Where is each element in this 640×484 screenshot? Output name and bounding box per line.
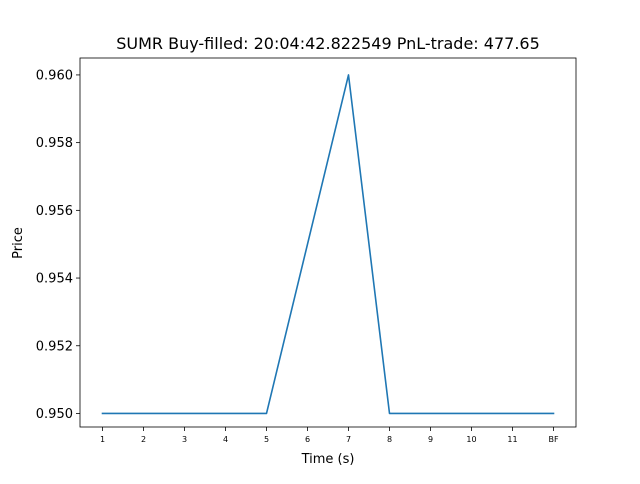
- y-tick-label: 0.956: [36, 204, 73, 219]
- x-tick-label: 5: [264, 435, 269, 444]
- x-tick-label: 2: [141, 435, 146, 444]
- y-tick-label: 0.952: [36, 339, 73, 354]
- y-tick-label: 0.960: [36, 68, 73, 83]
- y-axis-label: Price: [11, 227, 26, 259]
- x-axis-label: Time (s): [301, 452, 355, 467]
- x-tick-label: 10: [466, 435, 476, 444]
- x-tick-label: BF: [548, 435, 558, 444]
- x-tick-label: 4: [223, 435, 228, 444]
- x-tick-label: 7: [346, 435, 351, 444]
- x-tick-label: 8: [387, 435, 392, 444]
- x-tick-label: 3: [182, 435, 187, 444]
- y-tick-label: 0.958: [36, 136, 73, 151]
- x-tick-label: 6: [305, 435, 310, 444]
- chart-title: SUMR Buy-filled: 20:04:42.822549 PnL-tra…: [116, 34, 540, 53]
- x-tick-label: 1: [100, 435, 105, 444]
- y-tick-label: 0.950: [36, 407, 73, 422]
- x-tick-label: 9: [428, 435, 433, 444]
- y-tick-label: 0.954: [36, 272, 73, 287]
- x-tick-label: 11: [507, 435, 517, 444]
